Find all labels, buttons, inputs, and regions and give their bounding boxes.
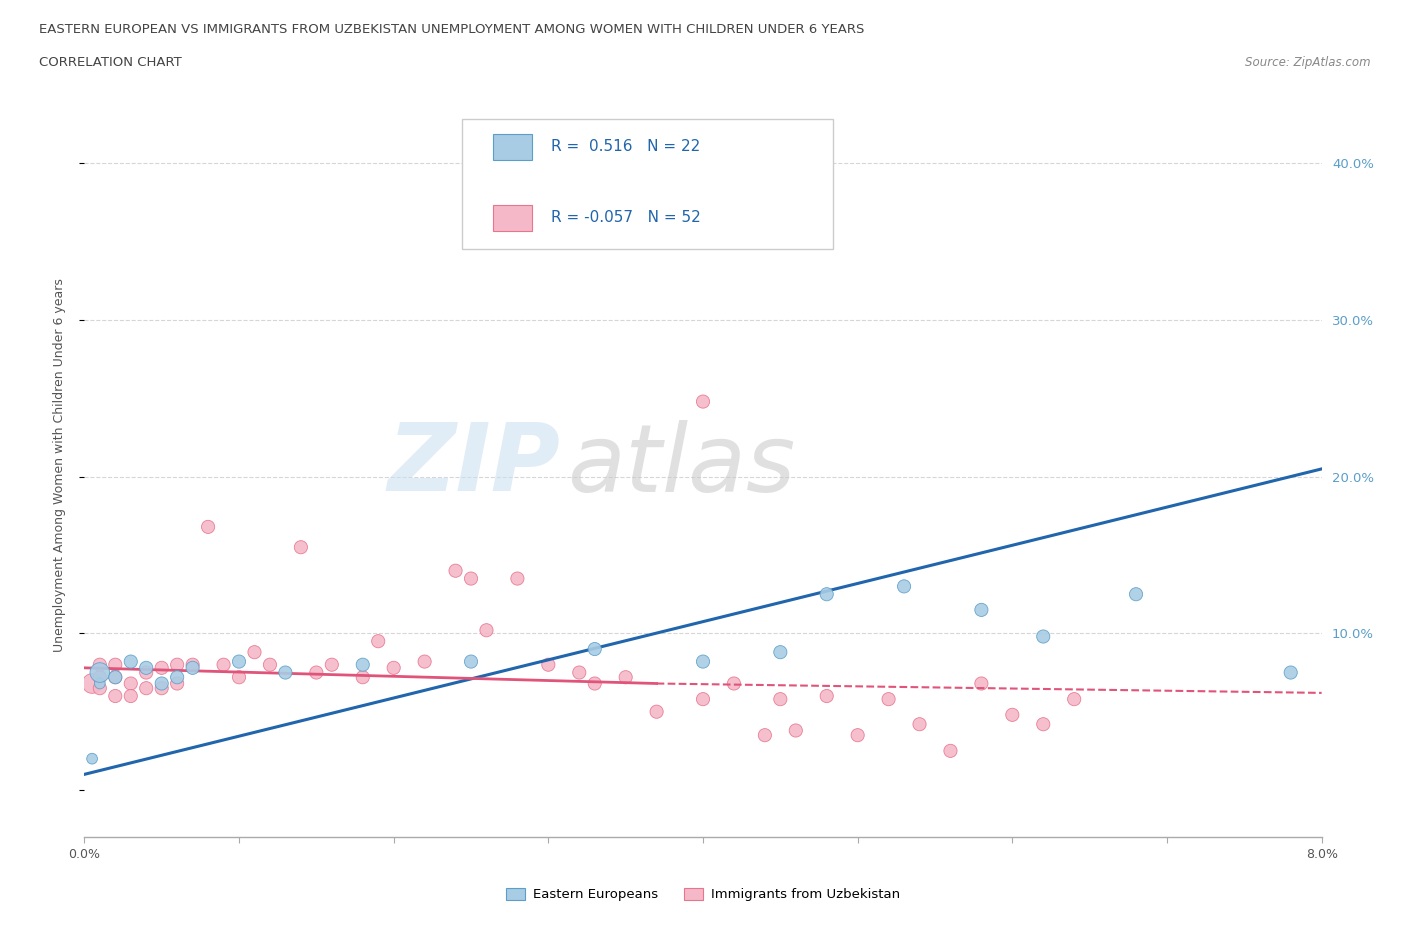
Point <box>460 571 482 586</box>
Point <box>352 658 374 672</box>
Point <box>1032 629 1054 644</box>
Point <box>120 688 142 703</box>
Point <box>120 654 142 669</box>
Point <box>692 654 714 669</box>
Point <box>893 579 915 594</box>
Point <box>785 723 807 737</box>
Point <box>89 665 111 680</box>
Point <box>150 681 173 696</box>
Point <box>120 676 142 691</box>
Point <box>460 654 482 669</box>
Point <box>382 660 405 675</box>
Point <box>475 623 498 638</box>
Point <box>1279 665 1302 680</box>
Text: R =  0.516   N = 22: R = 0.516 N = 22 <box>551 140 700 154</box>
Y-axis label: Unemployment Among Women with Children Under 6 years: Unemployment Among Women with Children U… <box>53 278 66 652</box>
Point <box>692 394 714 409</box>
Point <box>82 676 104 691</box>
Point <box>166 676 188 691</box>
Point <box>815 587 838 602</box>
Point <box>305 665 328 680</box>
Point <box>970 603 993 618</box>
Point <box>89 658 111 672</box>
FancyBboxPatch shape <box>461 119 832 249</box>
Point <box>135 681 157 696</box>
Point <box>444 564 467 578</box>
Point <box>104 688 127 703</box>
Point <box>367 633 389 648</box>
Point <box>877 692 900 707</box>
Point <box>723 676 745 691</box>
Point <box>352 670 374 684</box>
Point <box>321 658 343 672</box>
Bar <box>492 134 533 160</box>
Point <box>166 658 188 672</box>
Text: R = -0.057   N = 52: R = -0.057 N = 52 <box>551 210 700 225</box>
Point <box>243 644 266 659</box>
Point <box>89 676 111 691</box>
Point <box>1032 717 1054 732</box>
Point <box>614 670 637 684</box>
Point <box>197 520 219 535</box>
Point <box>506 571 529 586</box>
Point <box>228 654 250 669</box>
Point <box>568 665 591 680</box>
Point <box>413 654 436 669</box>
Point <box>769 692 792 707</box>
Point <box>537 658 560 672</box>
Point <box>150 676 173 691</box>
Point <box>1125 587 1147 602</box>
Point <box>583 642 606 657</box>
Point <box>645 704 668 719</box>
Point <box>692 692 714 707</box>
Point <box>89 681 111 696</box>
Point <box>228 670 250 684</box>
Text: EASTERN EUROPEAN VS IMMIGRANTS FROM UZBEKISTAN UNEMPLOYMENT AMONG WOMEN WITH CHI: EASTERN EUROPEAN VS IMMIGRANTS FROM UZBE… <box>39 23 865 36</box>
Point <box>166 670 188 684</box>
Point <box>769 644 792 659</box>
Bar <box>492 205 533 231</box>
Text: ZIP: ZIP <box>388 419 561 511</box>
Point <box>939 743 962 758</box>
Point <box>583 676 606 691</box>
Text: Source: ZipAtlas.com: Source: ZipAtlas.com <box>1246 56 1371 69</box>
Point <box>104 670 127 684</box>
Point <box>104 658 127 672</box>
Text: CORRELATION CHART: CORRELATION CHART <box>39 56 183 69</box>
Point <box>970 676 993 691</box>
Point <box>212 658 235 672</box>
Point <box>1063 692 1085 707</box>
Point <box>815 688 838 703</box>
Point <box>846 728 869 743</box>
Point <box>259 658 281 672</box>
Point <box>181 658 204 672</box>
Point <box>135 660 157 675</box>
Legend: Eastern Europeans, Immigrants from Uzbekistan: Eastern Europeans, Immigrants from Uzbek… <box>501 883 905 907</box>
Point <box>82 751 104 766</box>
Point <box>104 670 127 684</box>
Point <box>150 660 173 675</box>
Point <box>135 665 157 680</box>
Point <box>89 670 111 684</box>
Point <box>290 539 312 554</box>
Point <box>908 717 931 732</box>
Point <box>1001 708 1024 723</box>
Point <box>754 728 776 743</box>
Point <box>181 660 204 675</box>
Text: atlas: atlas <box>567 419 796 511</box>
Point <box>274 665 297 680</box>
